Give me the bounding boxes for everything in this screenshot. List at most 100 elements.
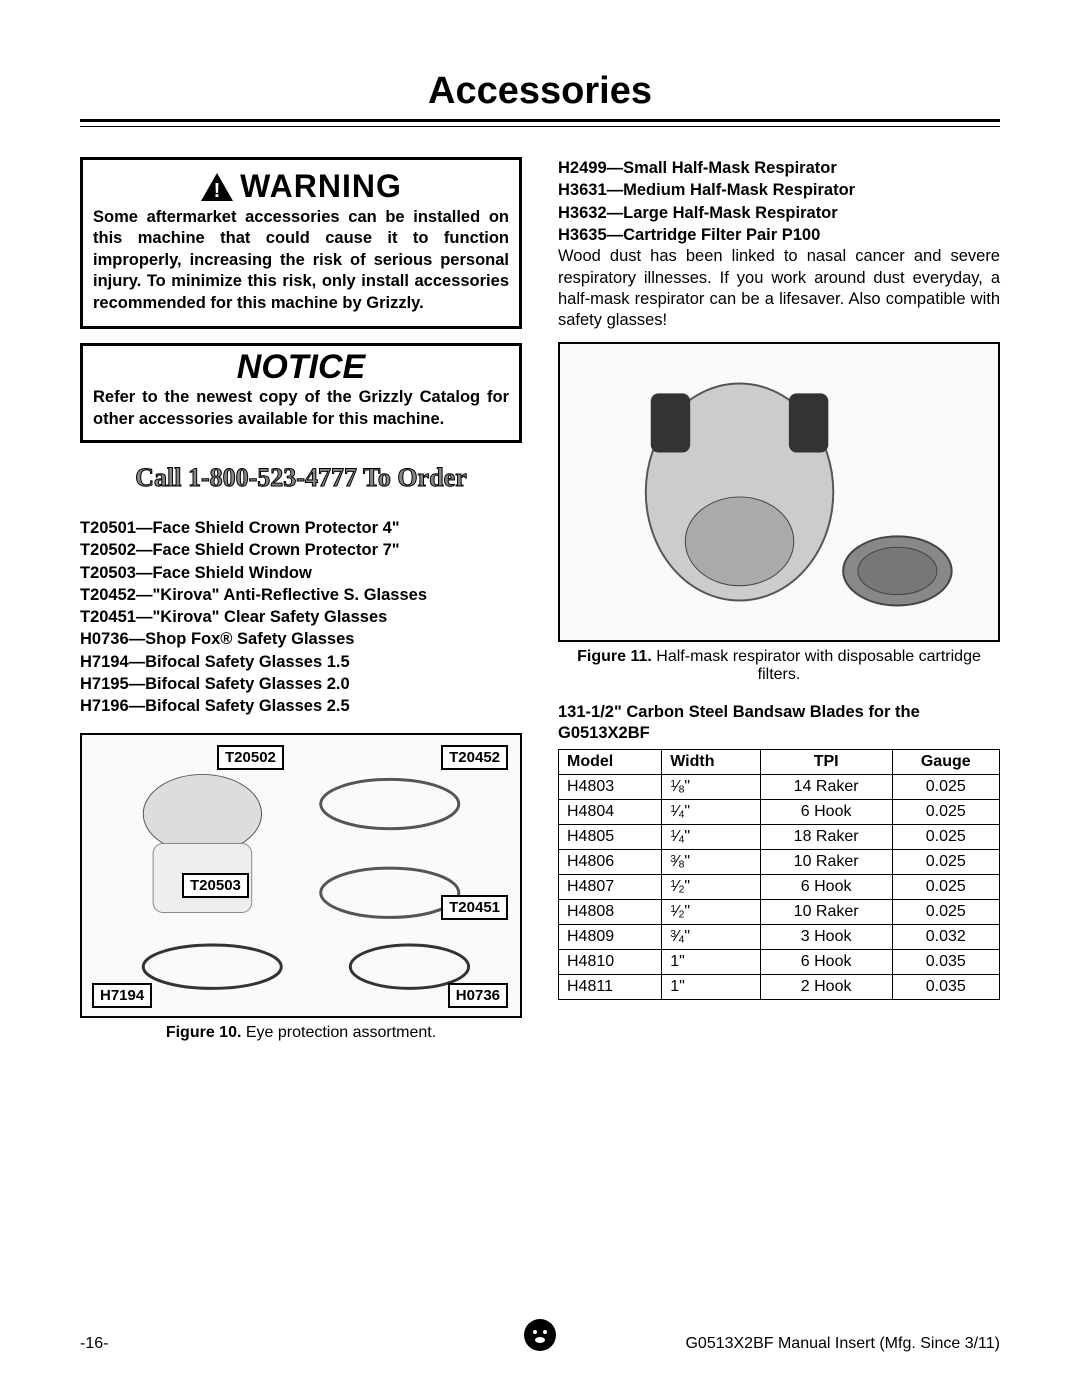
- manual-page: Accessories ! WARNING Some aftermarket a…: [0, 0, 1080, 1397]
- list-item: H2499—Small Half-Mask Respirator: [558, 157, 1000, 179]
- list-item: H7195—Bifocal Safety Glasses 2.0: [80, 673, 522, 695]
- table-row: H48111"2 Hook0.035: [559, 974, 1000, 999]
- table-cell: H4805: [559, 824, 662, 849]
- table-header-cell: TPI: [760, 749, 892, 774]
- table-cell: 0.025: [892, 774, 999, 799]
- table-cell: 1": [662, 974, 761, 999]
- list-item: T20502—Face Shield Crown Protector 7": [80, 539, 522, 561]
- blades-table-title: 131-1/2" Carbon Steel Bandsaw Blades for…: [558, 702, 1000, 745]
- warning-header: ! WARNING: [93, 168, 509, 205]
- table-cell: 2 Hook: [760, 974, 892, 999]
- table-cell: 1⁄8": [662, 774, 761, 799]
- table-cell: 3⁄4": [662, 924, 761, 949]
- table-cell: 0.025: [892, 799, 999, 824]
- document-id: G0513X2BF Manual Insert (Mfg. Since 3/11…: [685, 1335, 1000, 1353]
- table-cell: 10 Raker: [760, 849, 892, 874]
- table-row: H48093⁄4"3 Hook0.032: [559, 924, 1000, 949]
- warning-box: ! WARNING Some aftermarket accessories c…: [80, 157, 522, 329]
- table-cell: 0.035: [892, 974, 999, 999]
- right-column: H2499—Small Half-Mask RespiratorH3631—Me…: [558, 157, 1000, 1060]
- table-cell: 1⁄2": [662, 874, 761, 899]
- svg-text:!: !: [214, 180, 221, 202]
- respirator-list: H2499—Small Half-Mask RespiratorH3631—Me…: [558, 157, 1000, 246]
- table-cell: H4811: [559, 974, 662, 999]
- title-rule: [80, 119, 1000, 127]
- notice-word: NOTICE: [93, 348, 509, 387]
- notice-body-text: Refer to the newest copy of the Grizzly …: [93, 387, 509, 430]
- list-item: T20451—"Kirova" Clear Safety Glasses: [80, 606, 522, 628]
- eye-protection-list: T20501—Face Shield Crown Protector 4"T20…: [80, 517, 522, 717]
- table-row: H48063⁄8"10 Raker0.025: [559, 849, 1000, 874]
- callout-t20451: T20451: [441, 895, 508, 920]
- table-row: H48101"6 Hook0.035: [559, 949, 1000, 974]
- table-header-row: ModelWidthTPIGauge: [559, 749, 1000, 774]
- list-item: T20501—Face Shield Crown Protector 4": [80, 517, 522, 539]
- table-cell: 18 Raker: [760, 824, 892, 849]
- table-cell: H4810: [559, 949, 662, 974]
- left-column: ! WARNING Some aftermarket accessories c…: [80, 157, 522, 1060]
- table-cell: H4807: [559, 874, 662, 899]
- table-cell: 10 Raker: [760, 899, 892, 924]
- table-cell: 3 Hook: [760, 924, 892, 949]
- eye-protection-illustration: [82, 735, 520, 1016]
- table-cell: 0.025: [892, 874, 999, 899]
- respirator-body-text: Wood dust has been linked to nasal cance…: [558, 246, 1000, 332]
- fig11-label: Figure 11.: [577, 648, 652, 665]
- blades-table: ModelWidthTPIGauge H48031⁄8"14 Raker0.02…: [558, 749, 1000, 1000]
- figure-10-box: T20502 T20452 T20503 T20451 H7194 H0736: [80, 733, 522, 1018]
- notice-box: NOTICE Refer to the newest copy of the G…: [80, 343, 522, 443]
- table-cell: 1⁄4": [662, 799, 761, 824]
- callout-t20502: T20502: [217, 745, 284, 770]
- table-cell: 1": [662, 949, 761, 974]
- table-cell: H4804: [559, 799, 662, 824]
- warning-body-text: Some aftermarket accessories can be inst…: [93, 207, 509, 314]
- table-row: H48031⁄8"14 Raker0.025: [559, 774, 1000, 799]
- table-cell: H4806: [559, 849, 662, 874]
- figure-11-caption: Figure 11. Half-mask respirator with dis…: [558, 648, 1000, 684]
- page-title: Accessories: [80, 70, 1000, 113]
- list-item: H7196—Bifocal Safety Glasses 2.5: [80, 695, 522, 717]
- table-cell: 0.025: [892, 899, 999, 924]
- table-cell: 6 Hook: [760, 874, 892, 899]
- table-header-cell: Gauge: [892, 749, 999, 774]
- table-cell: 1⁄2": [662, 899, 761, 924]
- page-number: -16-: [80, 1335, 108, 1353]
- list-item: H3635—Cartridge Filter Pair P100: [558, 224, 1000, 246]
- list-item: H0736—Shop Fox® Safety Glasses: [80, 628, 522, 650]
- table-cell: 1⁄4": [662, 824, 761, 849]
- table-row: H48071⁄2"6 Hook0.025: [559, 874, 1000, 899]
- table-cell: 14 Raker: [760, 774, 892, 799]
- list-item: H3632—Large Half-Mask Respirator: [558, 202, 1000, 224]
- table-cell: 0.035: [892, 949, 999, 974]
- table-row: H48051⁄4"18 Raker0.025: [559, 824, 1000, 849]
- table-row: H48081⁄2"10 Raker0.025: [559, 899, 1000, 924]
- two-column-layout: ! WARNING Some aftermarket accessories c…: [80, 157, 1000, 1060]
- fig10-text: Eye protection assortment.: [241, 1024, 436, 1041]
- callout-h0736: H0736: [448, 983, 508, 1008]
- figure-10-caption: Figure 10. Eye protection assortment.: [80, 1024, 522, 1042]
- list-item: H3631—Medium Half-Mask Respirator: [558, 179, 1000, 201]
- call-to-order: Call 1-800-523-4777 To Order: [80, 463, 522, 493]
- table-cell: H4809: [559, 924, 662, 949]
- warning-triangle-icon: !: [200, 172, 234, 202]
- table-cell: 6 Hook: [760, 949, 892, 974]
- page-footer: -16- G0513X2BF Manual Insert (Mfg. Since…: [80, 1335, 1000, 1353]
- warning-word: WARNING: [240, 168, 402, 205]
- callout-t20503: T20503: [182, 873, 249, 898]
- table-cell: 3⁄8": [662, 849, 761, 874]
- table-cell: H4808: [559, 899, 662, 924]
- respirator-illustration: [560, 344, 998, 640]
- table-cell: 6 Hook: [760, 799, 892, 824]
- table-row: H48041⁄4"6 Hook0.025: [559, 799, 1000, 824]
- callout-t20452: T20452: [441, 745, 508, 770]
- table-header-cell: Width: [662, 749, 761, 774]
- list-item: T20452—"Kirova" Anti-Reflective S. Glass…: [80, 584, 522, 606]
- table-cell: 0.032: [892, 924, 999, 949]
- list-item: H7194—Bifocal Safety Glasses 1.5: [80, 651, 522, 673]
- list-item: T20503—Face Shield Window: [80, 562, 522, 584]
- callout-h7194: H7194: [92, 983, 152, 1008]
- fig11-text: Half-mask respirator with disposable car…: [652, 648, 981, 683]
- table-cell: 0.025: [892, 824, 999, 849]
- grizzly-logo-icon: [523, 1318, 557, 1357]
- table-cell: 0.025: [892, 849, 999, 874]
